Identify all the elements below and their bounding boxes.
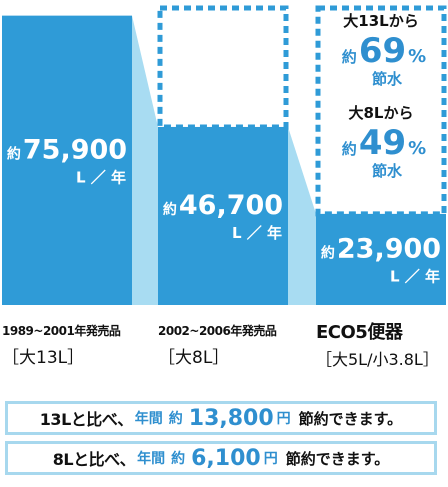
savings-percent: 約49%	[342, 123, 426, 163]
category-label-3: ECO5便器 ［大5L/小3.8L］	[316, 318, 439, 370]
category-size: ［大5L/小3.8L］	[316, 350, 439, 369]
category-label-2: 2002~2006年発売品 ［大8L］	[158, 322, 277, 368]
bar-3	[316, 213, 446, 305]
savings-percent: 約69%	[342, 31, 426, 71]
summary-row-2: 8Lと比べ、 年間 約 6,100 円 節約できます。	[5, 441, 437, 475]
connector-2	[288, 126, 316, 305]
summary-prefix: 約	[171, 451, 186, 467]
summary-amount: 13,800	[188, 405, 274, 431]
bar-2	[158, 126, 288, 305]
summary-currency: 円	[276, 411, 291, 427]
bar-value-label: 約23,900	[321, 233, 441, 264]
savings-outline-1	[157, 5, 289, 130]
category-size: ［大8L］	[158, 348, 230, 368]
summary-tail: 節約できます。	[298, 409, 403, 428]
bar-value-label: 約75,900	[7, 134, 127, 165]
bar-unit-label: L ／ 年	[76, 168, 126, 186]
savings-from: 大13Lから	[343, 12, 418, 30]
savings-suffix: 節水	[372, 70, 403, 88]
category-period: 2002~2006年発売品	[158, 324, 277, 338]
savings-outlines	[157, 5, 447, 217]
summary-period: 年間	[134, 411, 163, 427]
category-period: ECO5便器	[316, 322, 403, 343]
summary-tail: 節約できます。	[285, 449, 390, 468]
bars	[2, 15, 446, 305]
category-size: ［大13L］	[2, 348, 85, 368]
summary-row-1: 13Lと比べ、 年間 約 13,800 円 節約できます。	[5, 401, 437, 435]
bar-connectors	[132, 15, 316, 305]
category-period: 1989~2001年発売品	[2, 324, 121, 338]
savings-outline-2	[315, 5, 447, 217]
bar-unit-label: L ／ 年	[232, 224, 282, 242]
savings-suffix: 節水	[372, 162, 403, 180]
bar-value-label: 約46,700	[163, 190, 283, 221]
summary-prefix: 約	[168, 411, 183, 427]
category-label-1: 1989~2001年発売品 ［大13L］	[2, 322, 121, 368]
bar-unit-label: L ／ 年	[390, 267, 440, 285]
savings-from: 大8Lから	[349, 104, 414, 122]
summary-compare: 13Lと比べ、	[39, 410, 133, 429]
bar-1	[2, 15, 132, 305]
summary-currency: 円	[263, 451, 278, 467]
connector-1	[132, 15, 158, 305]
summary-period: 年間	[137, 451, 166, 467]
summary-amount: 6,100	[191, 445, 261, 471]
summary-compare: 8Lと比べ、	[52, 450, 136, 469]
